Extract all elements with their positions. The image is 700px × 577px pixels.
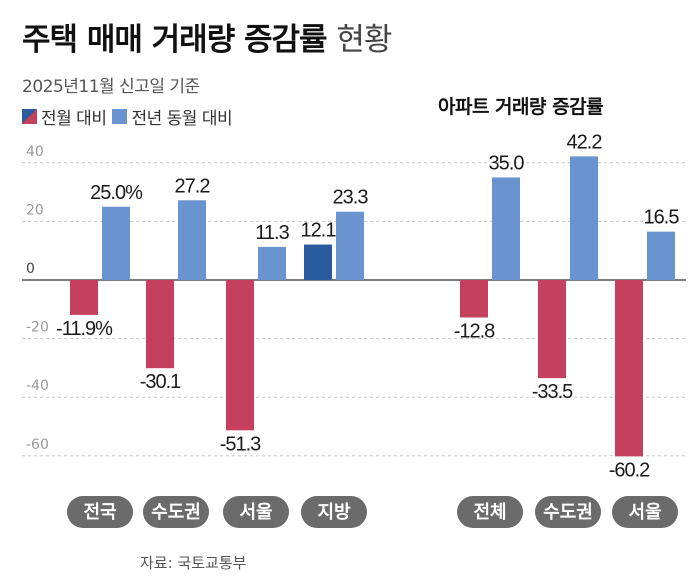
legend: 전월 대비 전년 동월 대비 <box>22 104 238 129</box>
bar-monthly <box>615 280 643 457</box>
legend-item-monthly: 전월 대비 <box>22 104 107 129</box>
data-label: -30.1 <box>140 371 181 393</box>
bar-monthly <box>70 280 98 315</box>
data-label: 25.0% <box>90 182 143 204</box>
apartment-chart-title: 아파트 거래량 증감률 <box>438 96 604 118</box>
y-tick-label: 0 <box>26 261 35 277</box>
bar-yearly <box>336 211 364 280</box>
chart-title-main: 주택 매매 거래량 증감률 <box>22 22 328 58</box>
chart-subtitle: 2025년11월 신고일 기준 <box>22 77 200 97</box>
category-pill <box>143 496 209 528</box>
data-label: 23.3 <box>333 187 369 209</box>
data-label: -33.5 <box>532 381 573 403</box>
chart-title-sub: 현황 <box>336 22 392 58</box>
category-label: 수도권 <box>543 502 593 523</box>
data-label: -51.3 <box>220 433 261 455</box>
category-label: 전체 <box>473 502 506 523</box>
data-label: -12.8 <box>454 321 495 343</box>
category-pill <box>457 496 523 528</box>
y-tick-label: -40 <box>26 378 49 394</box>
category-label: 수도권 <box>151 502 201 523</box>
bar-monthly <box>146 280 174 369</box>
bar-yearly <box>647 231 675 280</box>
bar-yearly <box>178 200 206 280</box>
data-label: 12.1 <box>301 220 337 242</box>
category-label: 전국 <box>83 502 116 523</box>
bar-yearly <box>492 177 520 280</box>
category-label: 지방 <box>317 502 351 523</box>
data-label: 27.2 <box>175 175 211 197</box>
category-pill <box>301 496 367 528</box>
data-label: -60.2 <box>609 459 650 481</box>
bar-yearly <box>570 156 598 280</box>
data-label: 11.3 <box>255 222 289 244</box>
y-tick-label: 40 <box>26 144 44 160</box>
category-label: 서울 <box>628 502 661 523</box>
data-label: 42.2 <box>567 131 603 153</box>
bar-yearly <box>258 246 286 280</box>
category-pill <box>612 496 678 528</box>
legend-label-yearly: 전년 동월 대비 <box>131 109 233 129</box>
category-pill <box>67 496 133 528</box>
y-tick-label: -20 <box>26 320 49 336</box>
bar-monthly <box>538 280 566 379</box>
legend-swatch-yearly <box>112 109 128 124</box>
data-label: -11.9% <box>56 318 113 340</box>
bar-monthly <box>226 280 254 431</box>
y-tick-label: -60 <box>26 437 49 453</box>
y-tick-label: 20 <box>26 202 44 218</box>
bar-yearly <box>102 206 130 280</box>
data-label: 35.0 <box>489 152 525 174</box>
category-pill <box>223 496 289 528</box>
legend-label-monthly: 전월 대비 <box>41 109 107 129</box>
bar-monthly <box>460 280 488 318</box>
legend-swatch-monthly <box>22 109 37 124</box>
category-label: 서울 <box>239 502 272 523</box>
source-note: 자료: 국토교통부 <box>140 554 247 572</box>
chart-title: 주택 매매 거래량 증감률 현황 <box>22 14 392 59</box>
category-pill <box>535 496 601 528</box>
data-label: 16.5 <box>644 207 680 229</box>
legend-item-yearly: 전년 동월 대비 <box>112 104 233 129</box>
bar-monthly <box>304 244 332 280</box>
